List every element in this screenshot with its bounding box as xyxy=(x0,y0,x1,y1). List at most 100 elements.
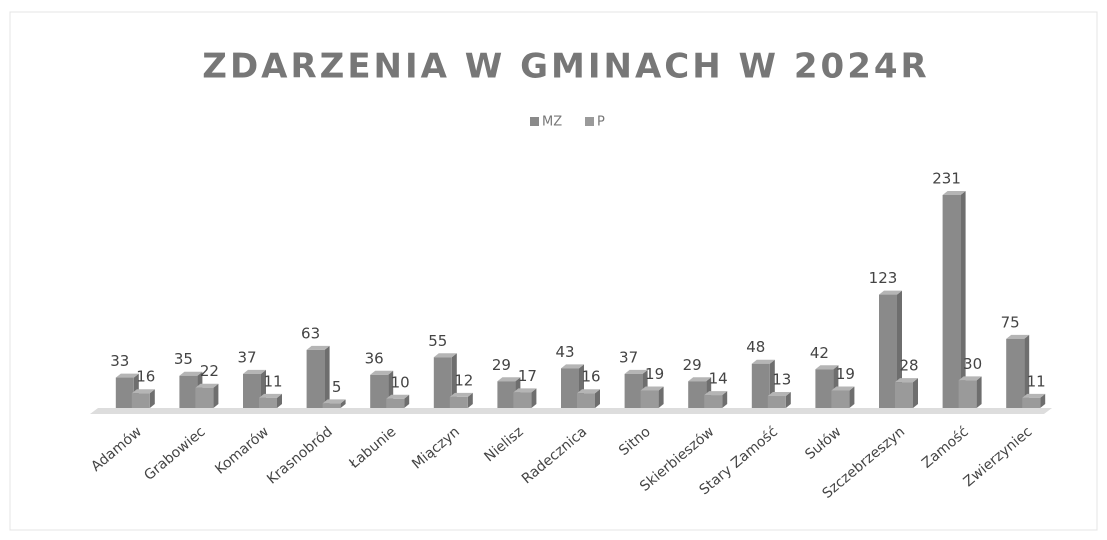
bar-face xyxy=(370,374,389,408)
bar-top xyxy=(577,389,600,394)
bar xyxy=(640,386,664,408)
value-label: 14 xyxy=(709,370,728,388)
legend-swatch xyxy=(585,117,594,126)
bar-face xyxy=(513,392,532,408)
value-label: 10 xyxy=(391,373,410,391)
bar xyxy=(322,399,346,408)
value-label: 55 xyxy=(428,332,447,350)
bar-side xyxy=(340,399,346,408)
value-label: 29 xyxy=(683,356,702,374)
value-label: 19 xyxy=(836,365,855,383)
bar-face xyxy=(179,375,198,408)
chart-title: ZDARZENIA W GMINACH W 2024R xyxy=(202,47,929,87)
legend-label: MZ xyxy=(542,115,562,130)
bar-face xyxy=(386,398,405,408)
bar-top xyxy=(386,394,410,399)
bar-face xyxy=(895,382,913,408)
bar-top xyxy=(131,389,155,394)
bar-top xyxy=(831,386,855,391)
value-label: 123 xyxy=(869,269,898,287)
bar xyxy=(131,389,155,408)
legend-swatch xyxy=(530,117,539,126)
bar xyxy=(259,393,282,408)
value-label: 22 xyxy=(200,362,219,380)
value-label: 16 xyxy=(581,368,600,386)
bar-side xyxy=(1040,393,1046,408)
bar-face xyxy=(1006,338,1025,408)
bar-top xyxy=(1006,334,1030,339)
bar-face xyxy=(577,393,595,408)
value-label: 29 xyxy=(492,356,511,374)
bar-top xyxy=(179,371,203,376)
value-label: 19 xyxy=(645,365,664,383)
bar xyxy=(497,377,521,408)
bar-side xyxy=(913,378,918,408)
bar-side xyxy=(1024,334,1030,408)
bar-top xyxy=(513,388,537,393)
bar-side xyxy=(976,376,982,408)
bar-face xyxy=(195,387,214,408)
bar-face xyxy=(688,381,707,408)
bar-face xyxy=(879,294,897,408)
value-label: 11 xyxy=(1027,372,1046,390)
bar-face xyxy=(942,195,961,408)
bar-top xyxy=(895,378,918,383)
value-label: 35 xyxy=(174,350,193,368)
bar-face xyxy=(751,363,770,408)
bar-face xyxy=(624,373,643,408)
value-label: 33 xyxy=(110,352,129,370)
bar-face xyxy=(449,396,468,408)
bar-side xyxy=(324,345,330,408)
bar-top xyxy=(449,392,473,397)
bar xyxy=(1022,393,1046,408)
bar-face xyxy=(1022,397,1041,408)
bar-top xyxy=(751,359,775,364)
bar-face xyxy=(433,357,452,408)
bar xyxy=(895,378,918,408)
bar xyxy=(767,392,791,408)
legend-label: P xyxy=(597,115,605,130)
value-label: 28 xyxy=(899,357,918,375)
bar-side xyxy=(149,389,155,408)
bar-side xyxy=(404,394,410,408)
bar-face xyxy=(259,397,277,408)
bar-side xyxy=(849,386,855,408)
value-label: 5 xyxy=(332,378,342,396)
bar-top xyxy=(433,353,457,358)
value-label: 231 xyxy=(932,170,961,188)
value-label: 17 xyxy=(518,367,537,385)
bar-top xyxy=(815,365,839,370)
value-label: 16 xyxy=(136,368,155,386)
bar-top xyxy=(1022,393,1046,398)
bar xyxy=(449,392,473,408)
bar-face xyxy=(322,403,341,408)
value-label: 36 xyxy=(365,349,384,367)
bar-side xyxy=(595,389,600,408)
value-label: 13 xyxy=(772,371,791,389)
bar-side xyxy=(722,391,728,408)
bar xyxy=(386,394,410,408)
bar-top xyxy=(561,364,584,369)
value-label: 48 xyxy=(746,338,765,356)
bar-top xyxy=(942,191,966,195)
bar xyxy=(513,388,537,408)
value-label: 12 xyxy=(454,371,473,389)
bar xyxy=(879,290,902,408)
bar-side xyxy=(658,386,664,408)
bar-top xyxy=(879,290,902,295)
bar-side xyxy=(785,392,791,408)
bar-top xyxy=(704,391,728,396)
bar-top xyxy=(259,393,282,398)
floor xyxy=(90,408,1052,414)
bar-face xyxy=(243,373,261,408)
bar-side xyxy=(960,191,966,408)
bar-top xyxy=(688,377,712,382)
bar-top xyxy=(624,369,648,374)
bar xyxy=(1006,334,1030,408)
bar-top xyxy=(195,383,219,388)
bar-face xyxy=(115,377,134,408)
bar xyxy=(195,383,219,408)
bar-top xyxy=(322,399,346,404)
bar-face xyxy=(306,349,325,408)
